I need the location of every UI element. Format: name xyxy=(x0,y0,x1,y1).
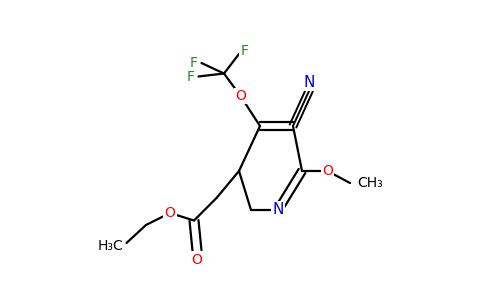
Text: H₃C: H₃C xyxy=(98,239,123,253)
Text: N: N xyxy=(272,202,284,217)
Text: CH₃: CH₃ xyxy=(358,176,383,190)
Text: O: O xyxy=(165,206,175,220)
Text: O: O xyxy=(192,253,202,266)
Text: O: O xyxy=(322,164,333,178)
Text: F: F xyxy=(190,56,198,70)
Text: N: N xyxy=(304,75,315,90)
Text: F: F xyxy=(241,44,248,58)
Text: F: F xyxy=(187,70,195,83)
Text: O: O xyxy=(235,89,246,103)
